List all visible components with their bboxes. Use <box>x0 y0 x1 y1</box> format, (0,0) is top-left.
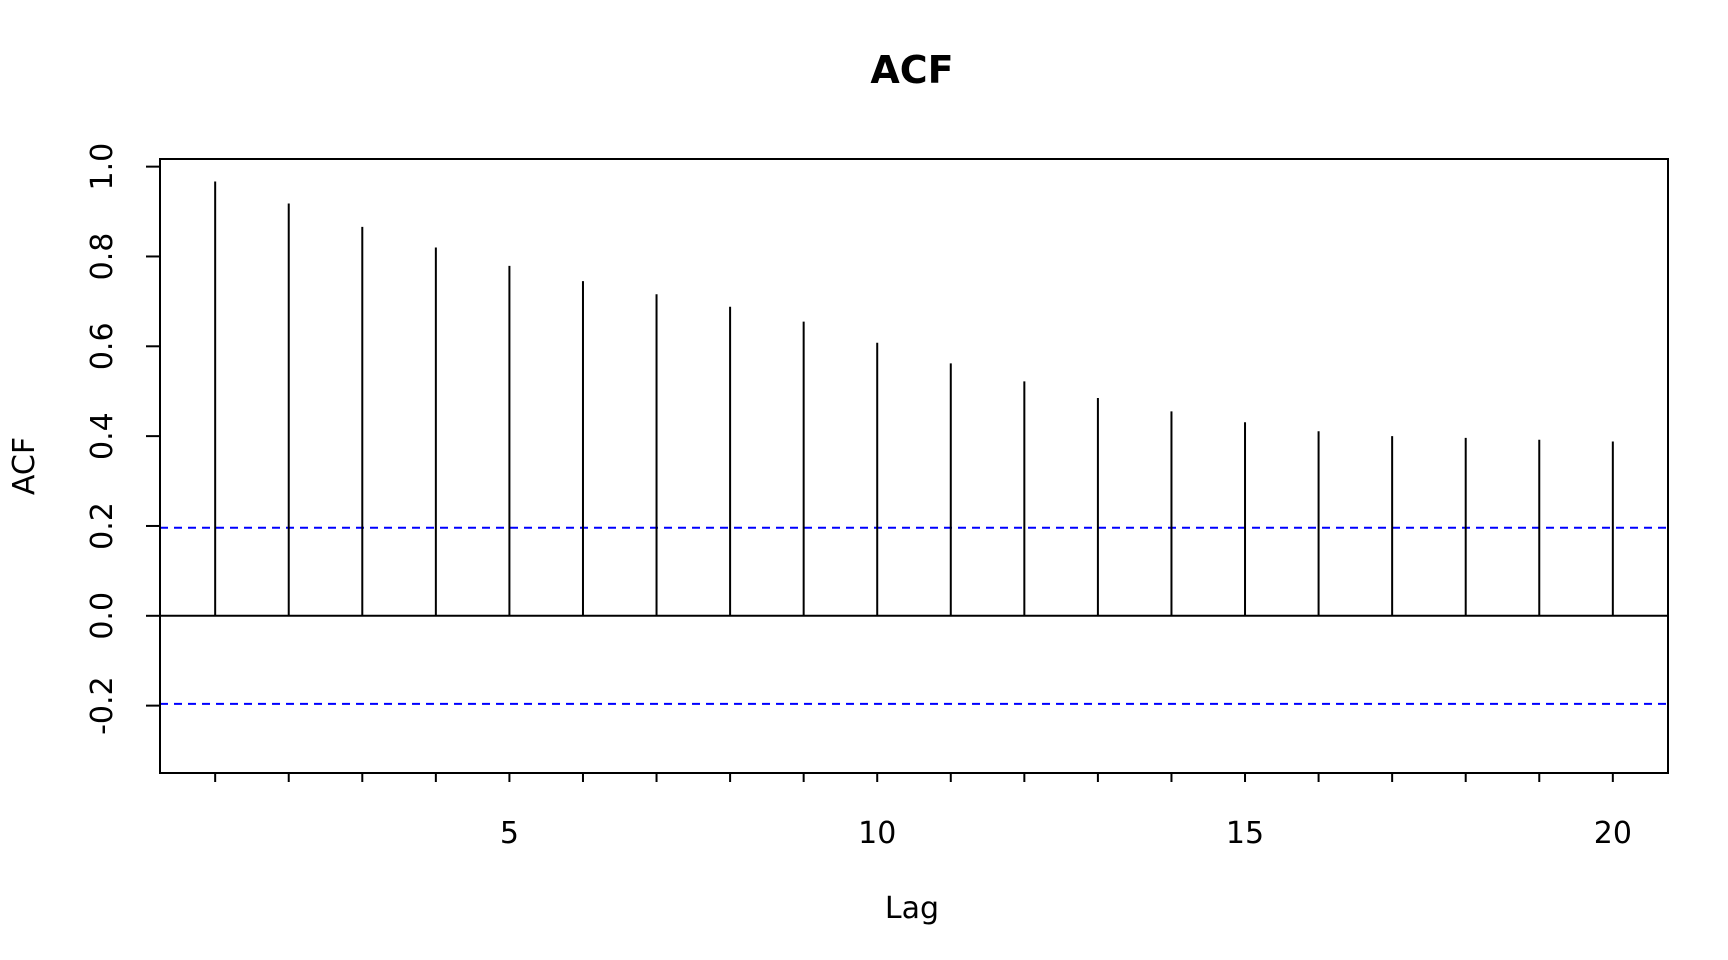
y-tick-label: 0.4 <box>85 412 120 460</box>
x-tick-label: 15 <box>1226 816 1264 851</box>
plot-area: -0.2 0.0 0.2 0.4 0.6 0.8 1.0 5 10 15 20 <box>85 143 1669 851</box>
y-tick-label: 0.8 <box>85 233 120 281</box>
y-tick-label: 0.0 <box>85 592 120 640</box>
x-tick-label: 5 <box>500 816 519 851</box>
x-tick-label: 10 <box>858 816 896 851</box>
y-tick-label: -0.2 <box>85 676 120 735</box>
y-tick-label: 0.2 <box>85 502 120 550</box>
x-tick-label: 20 <box>1594 816 1632 851</box>
plot-frame <box>159 158 1669 774</box>
y-tick-label: 1.0 <box>85 143 120 191</box>
x-axis-label: Lag <box>885 891 939 926</box>
y-tick-label: 0.6 <box>85 322 120 370</box>
y-axis-label: ACF <box>7 437 42 495</box>
chart-title: ACF <box>870 48 953 92</box>
